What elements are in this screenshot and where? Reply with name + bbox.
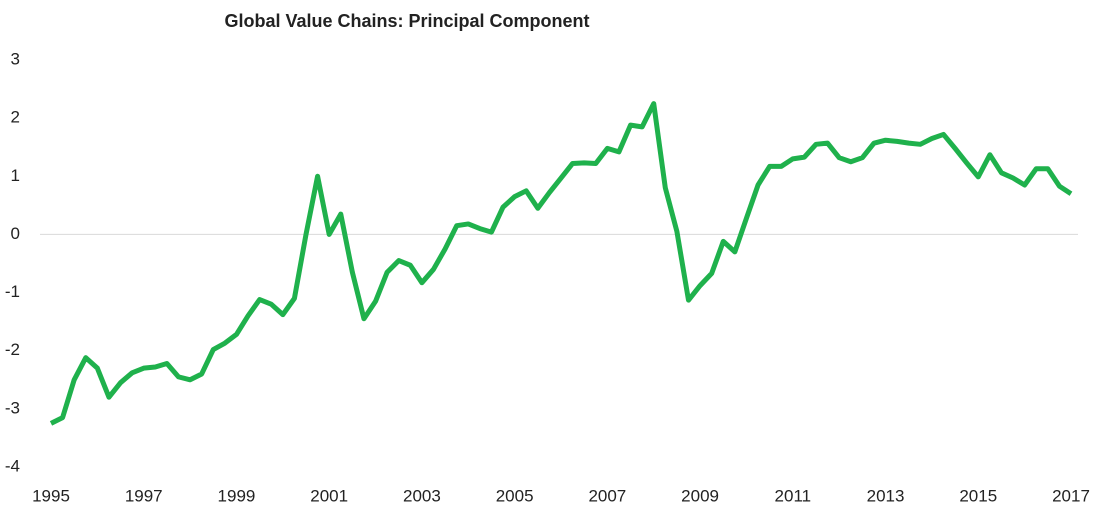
y-tick-label: -3 xyxy=(5,398,20,417)
x-tick-label: 2007 xyxy=(588,486,626,505)
x-tick-label: 1995 xyxy=(32,486,70,505)
y-tick-label: -4 xyxy=(5,456,20,475)
y-tick-label: 3 xyxy=(11,49,20,68)
y-tick-label: 0 xyxy=(11,224,20,243)
x-tick-label: 2013 xyxy=(867,486,905,505)
x-tick-label: 1997 xyxy=(125,486,163,505)
x-tick-label: 1999 xyxy=(218,486,256,505)
x-tick-label: 2005 xyxy=(496,486,534,505)
x-tick-label: 2017 xyxy=(1052,486,1090,505)
y-tick-label: 1 xyxy=(11,166,20,185)
y-tick-label: -2 xyxy=(5,340,20,359)
chart-title: Global Value Chains: Principal Component xyxy=(224,11,589,31)
x-tick-label: 2001 xyxy=(310,486,348,505)
x-tick-label: 2011 xyxy=(775,486,812,505)
y-tick-label: 2 xyxy=(11,108,20,127)
x-tick-label: 2009 xyxy=(681,486,719,505)
y-tick-label: -1 xyxy=(5,282,20,301)
line-series xyxy=(49,101,1073,426)
x-tick-label: 2003 xyxy=(403,486,441,505)
x-tick-label: 2015 xyxy=(959,486,997,505)
